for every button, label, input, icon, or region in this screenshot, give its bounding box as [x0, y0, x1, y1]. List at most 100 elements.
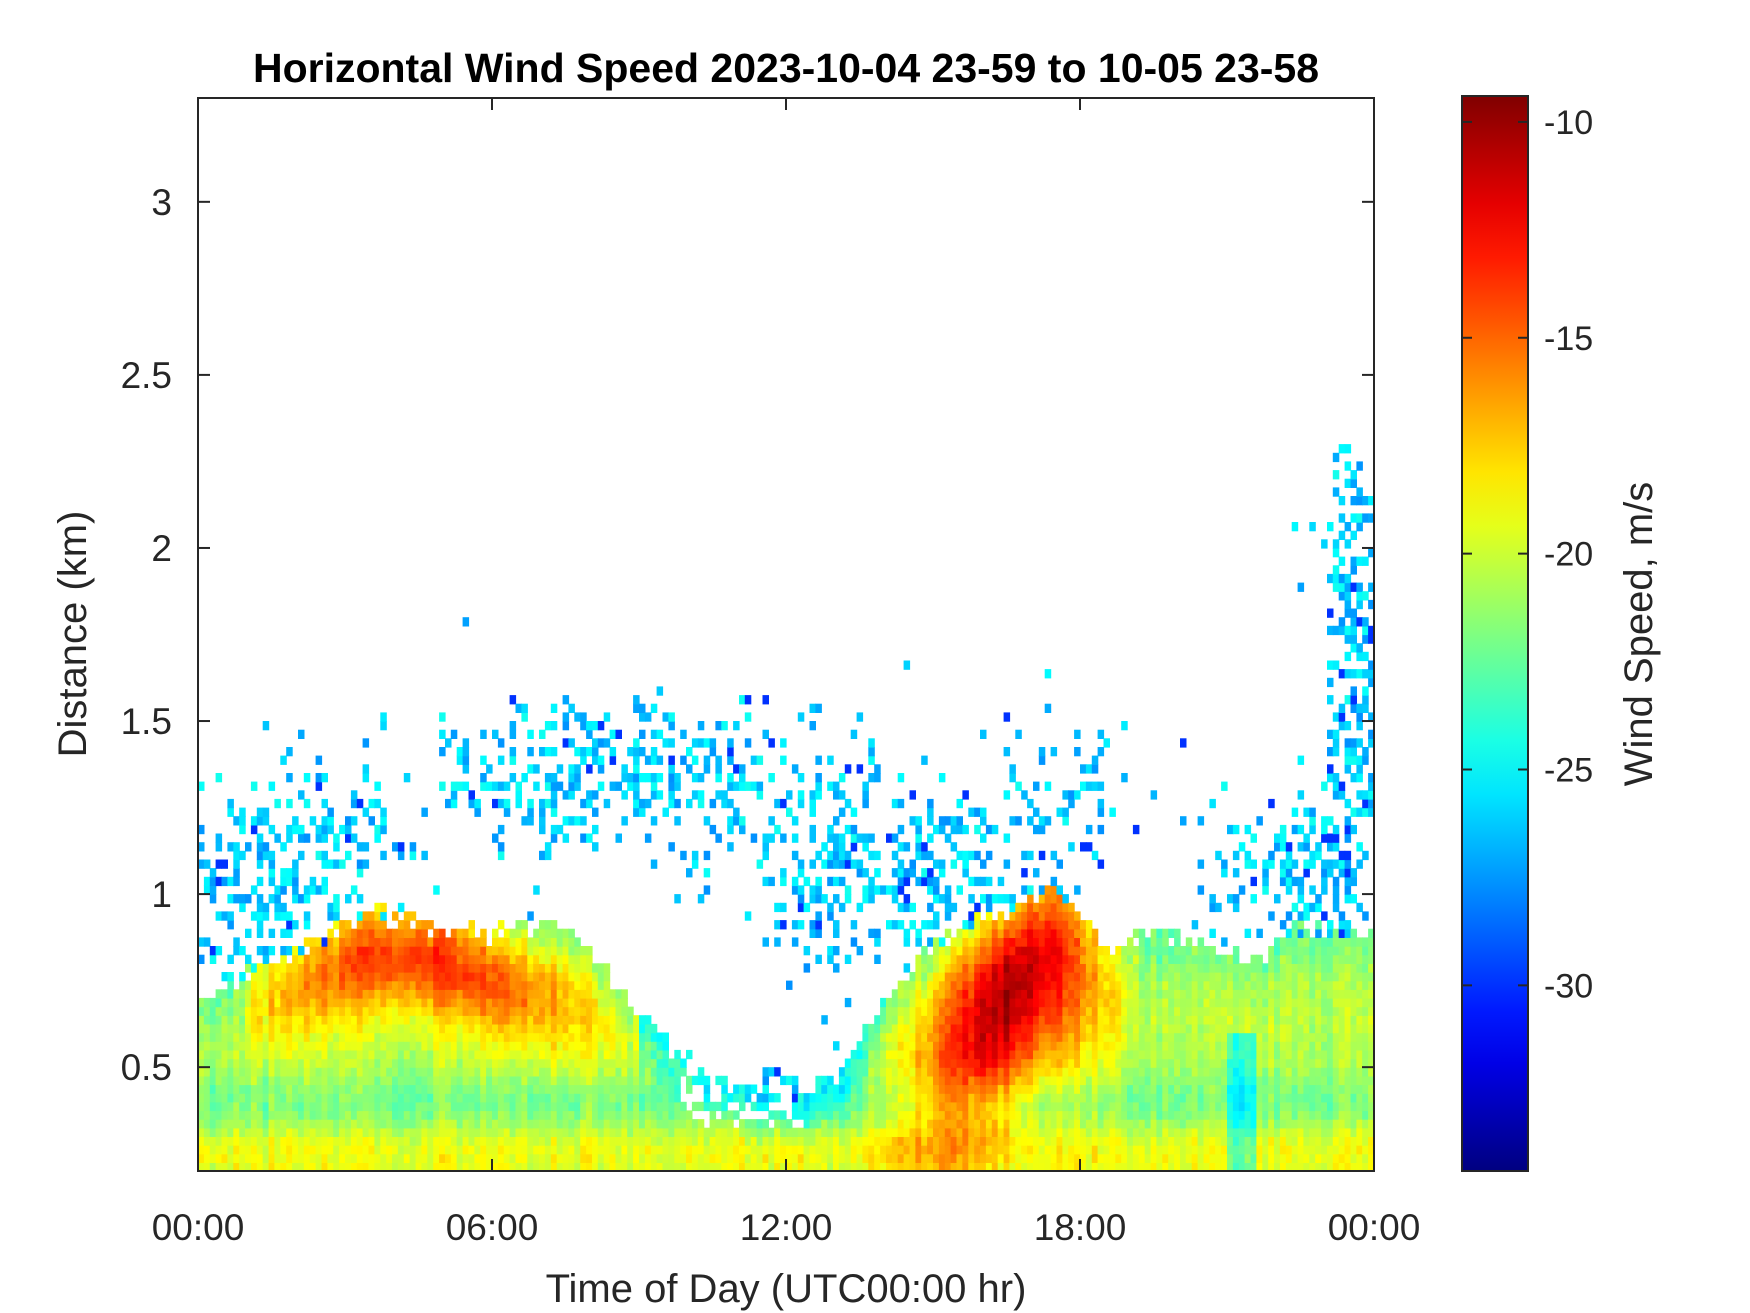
heatmap-cell — [227, 1023, 234, 1034]
heatmap-cell — [733, 1136, 740, 1146]
heatmap-cell — [1003, 1127, 1011, 1137]
heatmap-cell — [1191, 1136, 1199, 1146]
heatmap-cell — [544, 963, 552, 973]
heatmap-cell — [1156, 972, 1163, 982]
heatmap-cell — [903, 842, 911, 852]
heatmap-cell — [480, 1136, 487, 1146]
heatmap-cell — [1156, 1145, 1163, 1155]
heatmap-cell — [639, 1015, 646, 1025]
heatmap-cell — [891, 1084, 899, 1094]
heatmap-cell — [321, 824, 328, 835]
heatmap-cell — [750, 1136, 758, 1146]
heatmap-cell — [362, 1075, 370, 1086]
heatmap-cell — [1238, 1119, 1246, 1129]
heatmap-cell — [1015, 1032, 1022, 1042]
heatmap-cell — [497, 1067, 505, 1077]
heatmap-cell — [362, 842, 370, 852]
heatmap-cell — [362, 920, 370, 930]
heatmap-cell — [897, 1153, 905, 1163]
heatmap-cell — [962, 954, 969, 964]
heatmap-cell — [803, 1093, 811, 1103]
heatmap-cell — [791, 876, 799, 887]
heatmap-cell — [239, 1015, 246, 1025]
heatmap-cell — [1021, 1136, 1028, 1146]
heatmap-cell — [427, 1032, 434, 1042]
heatmap-cell — [1232, 1015, 1240, 1025]
heatmap-cell — [1221, 1093, 1228, 1103]
heatmap-cell — [850, 920, 858, 930]
heatmap-cell — [1144, 1075, 1152, 1086]
heatmap-cell — [1232, 1162, 1240, 1171]
heatmap-cell — [262, 1119, 270, 1129]
heatmap-cell — [574, 1136, 581, 1146]
heatmap-cell — [1174, 989, 1181, 999]
heatmap-cell — [1080, 1023, 1087, 1034]
heatmap-cell — [768, 1136, 775, 1146]
heatmap-cell — [292, 989, 299, 999]
heatmap-cell — [915, 1067, 922, 1077]
heatmap-cell — [292, 954, 299, 964]
heatmap-cell — [368, 997, 375, 1008]
heatmap-cell — [1056, 1075, 1063, 1086]
heatmap-cell — [497, 946, 505, 956]
heatmap-cell — [603, 1041, 611, 1051]
heatmap-cell — [580, 997, 587, 1008]
heatmap-cell — [292, 1041, 299, 1051]
heatmap-cell — [303, 1006, 311, 1016]
heatmap-cell — [739, 781, 746, 791]
heatmap-cell — [1197, 1127, 1205, 1137]
heatmap-cell — [556, 1023, 564, 1034]
heatmap-cell — [544, 1093, 552, 1103]
heatmap-cell — [950, 824, 958, 835]
heatmap-cell — [568, 963, 575, 973]
heatmap-cell — [1103, 1119, 1110, 1129]
heatmap-cell — [791, 885, 799, 895]
heatmap-cell — [256, 1145, 264, 1155]
heatmap-cell — [956, 1084, 963, 1094]
heatmap-cell — [450, 1058, 458, 1068]
heatmap-cell — [639, 1162, 646, 1171]
heatmap-cell — [927, 954, 934, 964]
heatmap-cell — [350, 997, 358, 1008]
heatmap-cell — [568, 1127, 575, 1137]
heatmap-cell — [556, 1058, 564, 1068]
heatmap-cell — [286, 980, 293, 990]
heatmap-cell — [809, 1153, 816, 1163]
heatmap-cell — [639, 1067, 646, 1077]
heatmap-cell — [744, 1153, 752, 1163]
heatmap-cell — [774, 1119, 781, 1129]
heatmap-cell — [1227, 824, 1234, 835]
heatmap-cell — [515, 989, 522, 999]
heatmap-cell — [985, 1145, 993, 1155]
heatmap-cell — [286, 1041, 293, 1051]
heatmap-cell — [650, 703, 658, 713]
heatmap-cell — [1015, 928, 1022, 938]
heatmap-cell — [668, 1119, 675, 1129]
heatmap-cell — [492, 1084, 499, 1094]
heatmap-cell — [550, 703, 558, 713]
heatmap-cell — [1138, 997, 1146, 1008]
heatmap-cell — [838, 807, 846, 817]
heatmap-cell — [1132, 1162, 1140, 1171]
heatmap-cell — [1080, 1006, 1087, 1016]
heatmap-cell — [339, 928, 346, 938]
heatmap-cell — [544, 798, 552, 809]
heatmap-cell — [462, 972, 470, 982]
heatmap-cell — [474, 946, 481, 956]
heatmap-cell — [874, 868, 881, 878]
heatmap-cell — [527, 807, 534, 817]
heatmap-cell — [521, 1101, 528, 1112]
heatmap-cell — [562, 712, 570, 722]
heatmap-cell — [456, 1119, 464, 1129]
heatmap-cell — [397, 946, 405, 956]
heatmap-cell — [592, 1153, 599, 1163]
heatmap-cell — [862, 1119, 869, 1129]
heatmap-cell — [1227, 1067, 1234, 1077]
heatmap-cell — [345, 946, 352, 956]
heatmap-cell — [809, 920, 816, 930]
heatmap-cell — [515, 790, 522, 800]
heatmap-cell — [380, 850, 387, 861]
heatmap-cell — [1080, 937, 1087, 947]
heatmap-cell — [368, 1101, 375, 1112]
heatmap-cell — [1003, 712, 1011, 722]
